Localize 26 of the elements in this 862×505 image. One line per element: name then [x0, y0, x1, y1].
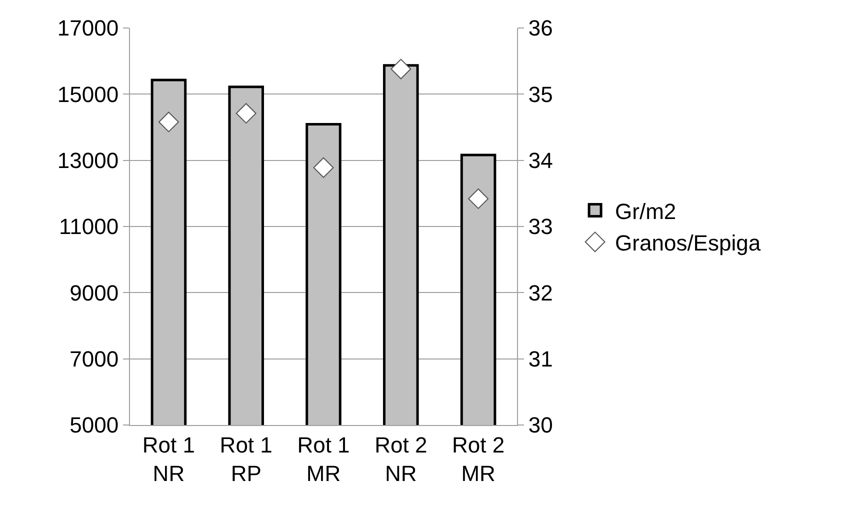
y-tick-label: 17000 — [57, 16, 119, 41]
point — [390, 58, 412, 80]
point — [158, 112, 179, 132]
point — [313, 157, 334, 178]
x-tick-label: Rot 2 MR — [452, 432, 505, 486]
y2-tick-label: 34 — [528, 148, 553, 174]
x-tick-label: Rot 1 NR — [142, 432, 195, 486]
y2-tick-label: 35 — [528, 82, 553, 107]
x-tick-label: Rot 1 MR — [297, 432, 350, 486]
x-tick-label: Rot 2 NR — [374, 432, 428, 486]
y2-tick-label: 32 — [528, 280, 553, 306]
legend-label: Gr/m2 — [615, 198, 676, 224]
y-tick-label: 13000 — [57, 148, 119, 174]
y-tick-label: 11000 — [59, 214, 119, 240]
legend-label: Granos/Espiga — [615, 230, 762, 256]
point — [236, 103, 256, 124]
y-tick-label: 5000 — [70, 412, 119, 438]
y-tick-label: 7000 — [70, 346, 119, 372]
y2-tick-label: 33 — [528, 214, 553, 240]
y-tick-label: 15000 — [57, 82, 119, 107]
y2-tick-label: 31 — [528, 346, 553, 372]
y2-tick-label: 30 — [528, 412, 553, 438]
y2-tick-label: 36 — [528, 16, 553, 41]
x-tick-label: Rot 1 RP — [220, 432, 272, 486]
point — [468, 188, 489, 209]
y-tick-label: 9000 — [70, 280, 119, 306]
